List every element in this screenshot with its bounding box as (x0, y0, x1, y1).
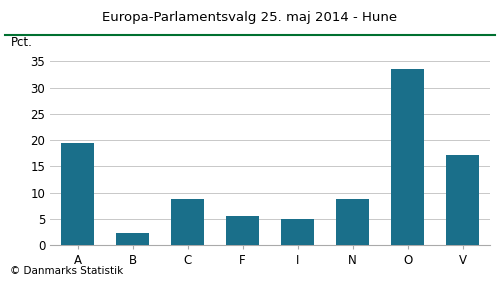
Bar (391, 69, 424, 245)
Text: © Danmarks Statistik: © Danmarks Statistik (10, 266, 123, 276)
Bar (281, 219, 314, 245)
Bar (446, 155, 479, 245)
Text: Pct.: Pct. (10, 36, 32, 49)
Bar (226, 216, 259, 245)
Bar (61, 143, 94, 245)
Bar (116, 233, 149, 245)
Text: Europa-Parlamentsvalg 25. maj 2014 - Hune: Europa-Parlamentsvalg 25. maj 2014 - Hun… (102, 11, 398, 24)
Bar (171, 199, 204, 245)
Bar (336, 199, 369, 245)
